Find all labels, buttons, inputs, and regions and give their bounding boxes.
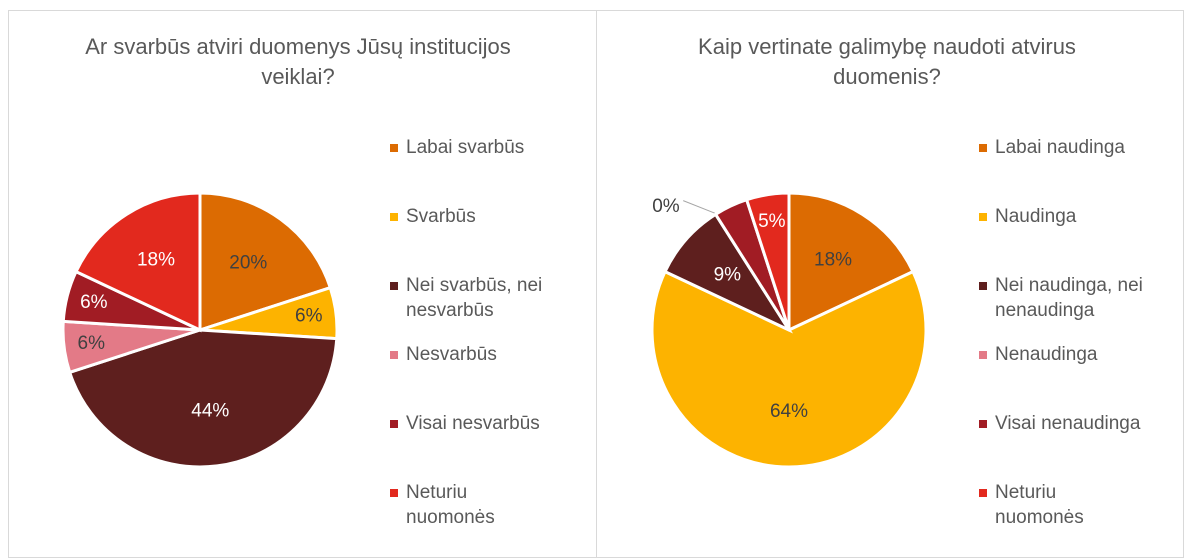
data-label: 18% bbox=[814, 250, 852, 271]
chart-title: Kaip vertinate galimybę naudoti atvirus … bbox=[698, 34, 1076, 89]
legend-entry: Labai svarbūs bbox=[388, 135, 556, 160]
chart-title: Ar svarbūs atviri duomenys Jūsų instituc… bbox=[85, 34, 511, 89]
legend-swatch bbox=[979, 351, 987, 359]
pie-slice bbox=[650, 269, 928, 469]
data-label: 5% bbox=[758, 211, 786, 232]
data-label: 9% bbox=[714, 265, 742, 286]
pie-slice bbox=[67, 328, 339, 469]
pie-slice bbox=[198, 191, 333, 333]
legend-entry: Nesvarbūs bbox=[388, 342, 556, 367]
legend-swatch bbox=[390, 351, 398, 359]
legend-swatch bbox=[979, 213, 987, 221]
legend-entry: Svarbūs bbox=[388, 204, 556, 229]
legend-entry: Nei naudinga, nei nenaudinga bbox=[977, 273, 1145, 323]
legend-swatch bbox=[390, 282, 398, 290]
data-label: 64% bbox=[770, 401, 808, 422]
pie-slice bbox=[787, 191, 915, 333]
legend-entry: Neturiu nuomonės bbox=[977, 480, 1145, 530]
legend-swatch bbox=[979, 282, 987, 290]
legend-entry: Nei svarbūs, nei nesvarbūs bbox=[388, 273, 556, 323]
legend-entry: Labai naudinga bbox=[977, 135, 1145, 160]
data-label: 6% bbox=[78, 333, 106, 354]
legend-entry: Neturiu nuomonės bbox=[388, 480, 556, 530]
legend-swatch bbox=[390, 213, 398, 221]
data-label: 20% bbox=[229, 253, 267, 274]
legend-entry: Naudinga bbox=[977, 204, 1145, 229]
data-label: 6% bbox=[295, 305, 323, 326]
data-label: 18% bbox=[137, 250, 175, 271]
legend-swatch bbox=[390, 420, 398, 428]
pie-slice bbox=[744, 191, 791, 331]
legend-entry: Nenaudinga bbox=[977, 342, 1145, 367]
legend-swatch bbox=[979, 144, 987, 152]
data-label: 0% bbox=[652, 196, 680, 217]
data-label: 6% bbox=[80, 292, 108, 313]
leader-line bbox=[683, 200, 716, 214]
legend-entry: Visai nesvarbūs bbox=[388, 411, 556, 436]
data-label: 44% bbox=[191, 401, 229, 422]
legend-swatch bbox=[979, 420, 987, 428]
legend-swatch bbox=[390, 489, 398, 497]
pie-slice bbox=[74, 191, 202, 333]
legend-swatch bbox=[979, 489, 987, 497]
legend-entry: Visai nenaudinga bbox=[977, 411, 1145, 436]
legend-swatch bbox=[390, 144, 398, 152]
